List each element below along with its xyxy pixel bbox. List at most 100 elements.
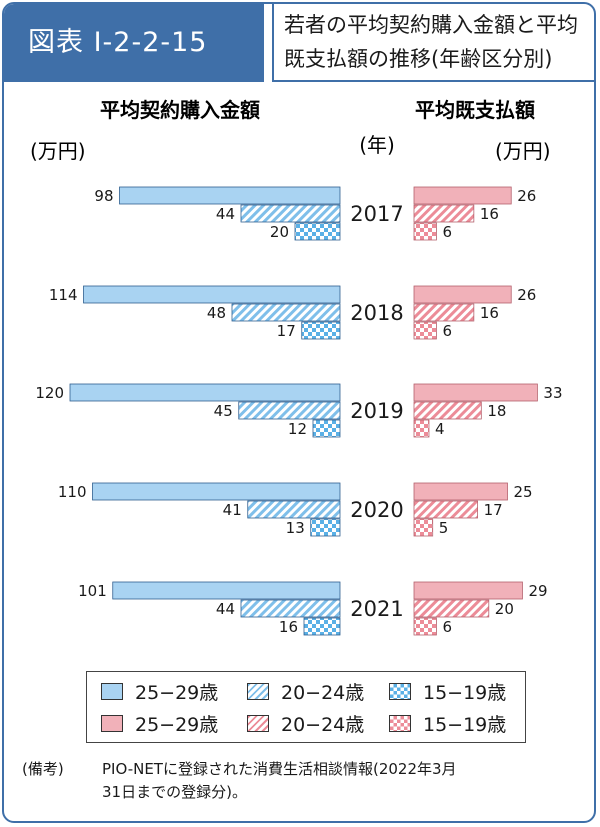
year-tick-label: 2020 <box>350 498 403 522</box>
legend-item-right-20-24: 20−24歳 <box>247 710 364 736</box>
right-bar-25-29-2019 <box>413 383 538 402</box>
chart-title-line-1: 若者の平均契約購入金額と平均 <box>284 13 578 37</box>
legend-item-left-15-19: 15−19歳 <box>389 678 506 704</box>
right-bar-20-24-2019 <box>413 401 482 420</box>
legend-swatch-solid-pink <box>101 714 123 732</box>
legend-label: 20−24歳 <box>281 681 365 704</box>
right-bar-15-19-2017 <box>413 222 437 241</box>
right-bar-20-24-2018 <box>413 303 475 322</box>
note-line-1: PIO-NETに登録された消費生活相談情報(2022年3月 <box>102 760 457 778</box>
right-value-label: 4 <box>435 420 445 438</box>
right-value-label: 16 <box>480 304 499 322</box>
right-value-label: 6 <box>442 223 452 241</box>
right-value-label: 26 <box>517 286 536 304</box>
left-value-label: 41 <box>223 501 242 519</box>
right-value-label: 6 <box>442 322 452 340</box>
legend-swatch-checker-blue <box>389 682 411 700</box>
note-label: (備考) <box>22 760 64 778</box>
left-bar-15-19-2018 <box>301 321 341 340</box>
left-value-label: 12 <box>288 420 307 438</box>
left-bar-20-24-2020 <box>247 500 341 519</box>
left-bar-20-24-2019 <box>238 401 341 420</box>
left-value-label: 110 <box>58 483 87 501</box>
year-unit: (年) <box>359 133 395 157</box>
right-bar-25-29-2020 <box>413 482 508 501</box>
legend-item-right-25-29: 25−29歳 <box>101 710 218 736</box>
year-column <box>340 170 414 660</box>
right-value-label: 5 <box>439 519 449 537</box>
legend-label: 25−29歳 <box>135 713 219 736</box>
note-text: PIO-NETに登録された消費生活相談情報(2022年3月 31日までの登録分)… <box>102 758 582 804</box>
right-value-label: 17 <box>484 501 503 519</box>
left-bar-25-29-2018 <box>83 285 341 304</box>
right-bar-25-29-2018 <box>413 285 512 304</box>
left-bar-15-19-2019 <box>312 419 341 438</box>
right-bar-20-24-2017 <box>413 204 475 223</box>
right-value-label: 20 <box>495 600 514 618</box>
right-bar-15-19-2021 <box>413 617 437 636</box>
legend-label: 15−19歳 <box>423 713 507 736</box>
right-bar-20-24-2020 <box>413 500 478 519</box>
legend-label: 25−29歳 <box>135 681 219 704</box>
right-bar-20-24-2021 <box>413 599 490 618</box>
right-value-label: 25 <box>514 483 533 501</box>
left-bar-25-29-2021 <box>112 581 341 600</box>
legend-swatch-diagonal-pink <box>247 714 269 732</box>
chart-title: 若者の平均契約購入金額と平均 既支払額の推移(年齢区分別) <box>272 4 594 82</box>
right-bar-25-29-2017 <box>413 186 512 205</box>
left-value-label: 120 <box>35 384 64 402</box>
legend-item-left-25-29: 25−29歳 <box>101 678 218 704</box>
left-value-label: 114 <box>49 286 78 304</box>
chart-title-line-2: 既支払額の推移(年齢区分別) <box>284 47 553 71</box>
left-bar-20-24-2021 <box>240 599 341 618</box>
right-bar-25-29-2021 <box>413 581 523 600</box>
right-bar-15-19-2019 <box>413 419 430 438</box>
legend-swatch-solid-blue <box>101 682 123 700</box>
year-tick-label: 2017 <box>350 202 403 226</box>
left-value-label: 48 <box>207 304 226 322</box>
left-value-label: 20 <box>270 223 289 241</box>
left-unit: (万円) <box>30 139 86 163</box>
right-bar-15-19-2018 <box>413 321 437 340</box>
legend: 25−29歳 20−24歳 15−19歳 25−29歳 20−24歳 15−19… <box>86 671 526 743</box>
right-heading: 平均既支払額 <box>415 98 535 122</box>
left-bar-25-29-2020 <box>92 482 341 501</box>
right-value-label: 6 <box>442 618 452 636</box>
left-value-label: 13 <box>286 519 305 537</box>
left-bar-20-24-2017 <box>240 204 341 223</box>
left-value-label: 44 <box>216 205 235 223</box>
left-value-label: 16 <box>279 618 298 636</box>
note-line-2: 31日までの登録分)。 <box>102 783 247 801</box>
figure-number: 図表 I-2-2-15 <box>4 4 264 82</box>
left-value-label: 17 <box>277 322 296 340</box>
right-value-label: 16 <box>480 205 499 223</box>
year-tick-label: 2018 <box>350 301 403 325</box>
legend-swatch-diagonal-blue <box>247 682 269 700</box>
left-bar-25-29-2019 <box>69 383 341 402</box>
legend-label: 15−19歳 <box>423 681 507 704</box>
year-tick-label: 2021 <box>350 597 403 621</box>
left-heading: 平均契約購入金額 <box>100 98 260 122</box>
legend-item-right-15-19: 15−19歳 <box>389 710 506 736</box>
left-value-label: 98 <box>94 187 113 205</box>
left-bar-15-19-2020 <box>310 518 341 537</box>
year-tick-label: 2019 <box>350 399 403 423</box>
right-value-label: 29 <box>528 582 547 600</box>
legend-swatch-checker-pink <box>389 714 411 732</box>
left-value-label: 44 <box>216 600 235 618</box>
left-value-label: 45 <box>214 402 233 420</box>
right-value-label: 18 <box>487 402 506 420</box>
left-bar-25-29-2017 <box>119 186 341 205</box>
left-bar-15-19-2021 <box>303 617 341 636</box>
left-bar-15-19-2017 <box>294 222 341 241</box>
legend-label: 20−24歳 <box>281 713 365 736</box>
right-value-label: 33 <box>543 384 562 402</box>
right-bar-15-19-2020 <box>413 518 434 537</box>
left-value-label: 101 <box>78 582 107 600</box>
left-bar-20-24-2018 <box>231 303 341 322</box>
legend-item-left-20-24: 20−24歳 <box>247 678 364 704</box>
right-unit: (万円) <box>495 139 551 163</box>
